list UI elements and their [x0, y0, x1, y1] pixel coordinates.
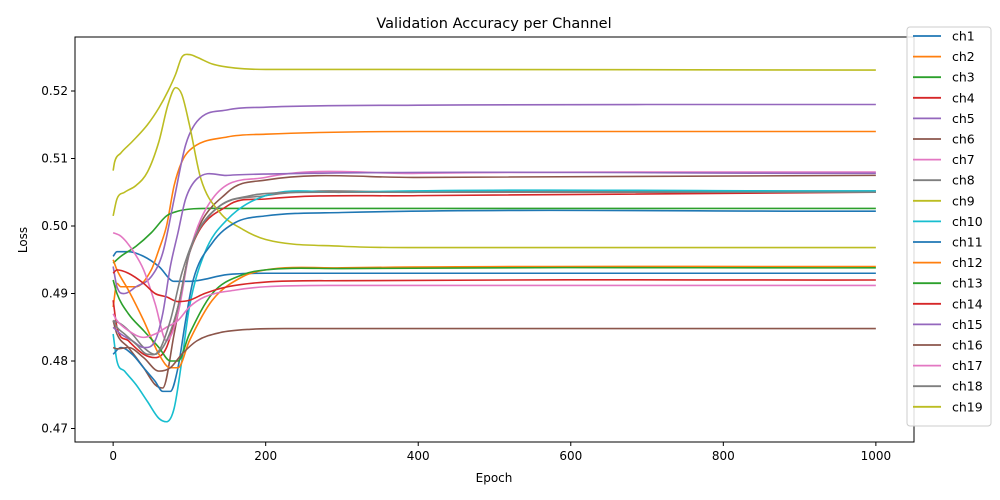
y-tick-label: 0.51 [41, 152, 68, 166]
series-line-ch5 [112, 103, 876, 295]
x-tick-label: 0 [109, 449, 117, 463]
y-tick-label: 0.52 [41, 84, 68, 98]
legend-label-ch16: ch16 [952, 338, 983, 353]
series-line-ch17 [112, 284, 876, 339]
legend-label-ch14: ch14 [952, 296, 983, 311]
series-line-ch7 [112, 170, 876, 342]
chart-title: Validation Accuracy per Channel [376, 16, 611, 32]
plot-frame [74, 36, 915, 443]
series-line-ch18 [112, 191, 876, 356]
y-tick-label: 0.47 [41, 422, 68, 436]
series-line-ch13 [112, 266, 876, 362]
x-axis-title: Epoch [476, 471, 513, 485]
legend-label-ch1: ch1 [952, 29, 975, 44]
legend-label-ch2: ch2 [952, 49, 975, 64]
x-tick-label: 1000 [861, 449, 892, 463]
legend-label-ch15: ch15 [952, 317, 983, 332]
series-line-ch9 [112, 86, 876, 249]
series-line-ch11 [112, 209, 876, 393]
legend-label-ch4: ch4 [952, 90, 975, 105]
legend-label-ch8: ch8 [952, 173, 975, 188]
legend: ch1 ch2 ch3 ch4 ch5 ch6 ch7 ch8 ch9 ch10 ch11 ch12 c… [906, 26, 992, 427]
series-line-ch14 [112, 269, 876, 303]
series-line-ch19 [112, 53, 876, 171]
legend-label-ch6: ch6 [952, 132, 975, 147]
series-line-ch2 [112, 130, 876, 308]
legend-label-ch18: ch18 [952, 379, 983, 394]
series-line-ch16 [112, 327, 876, 372]
y-axis: 0.47 0.48 0.49 0.50 0.51 0.52 [41, 84, 75, 436]
legend-label-ch7: ch7 [952, 152, 975, 167]
legend-label-ch10: ch10 [952, 214, 983, 229]
y-tick-label: 0.48 [41, 354, 68, 368]
legend-label-ch12: ch12 [952, 255, 983, 270]
legend-label-ch11: ch11 [952, 235, 983, 250]
legend-label-ch3: ch3 [952, 70, 975, 85]
series-line-ch10 [112, 189, 876, 423]
legend-label-ch5: ch5 [952, 111, 975, 126]
x-tick-label: 600 [559, 449, 582, 463]
series-line-ch15 [112, 171, 876, 349]
legend-label-ch13: ch13 [952, 276, 983, 291]
series-line-ch3 [112, 207, 876, 264]
plot-area [112, 53, 876, 423]
x-tick-label: 200 [254, 449, 277, 463]
legend-label-ch9: ch9 [952, 193, 975, 208]
legend-label-ch19: ch19 [952, 399, 983, 414]
legend-label-ch17: ch17 [952, 358, 983, 373]
series-line-ch12 [112, 259, 876, 369]
x-tick-label: 400 [407, 449, 430, 463]
x-tick-label: 800 [712, 449, 735, 463]
y-tick-label: 0.49 [41, 287, 68, 301]
legend-frame [906, 26, 992, 427]
y-tick-label: 0.50 [41, 219, 68, 233]
x-axis: 0 200 400 600 800 1000 [109, 442, 891, 463]
y-axis-title: Loss [16, 227, 30, 253]
